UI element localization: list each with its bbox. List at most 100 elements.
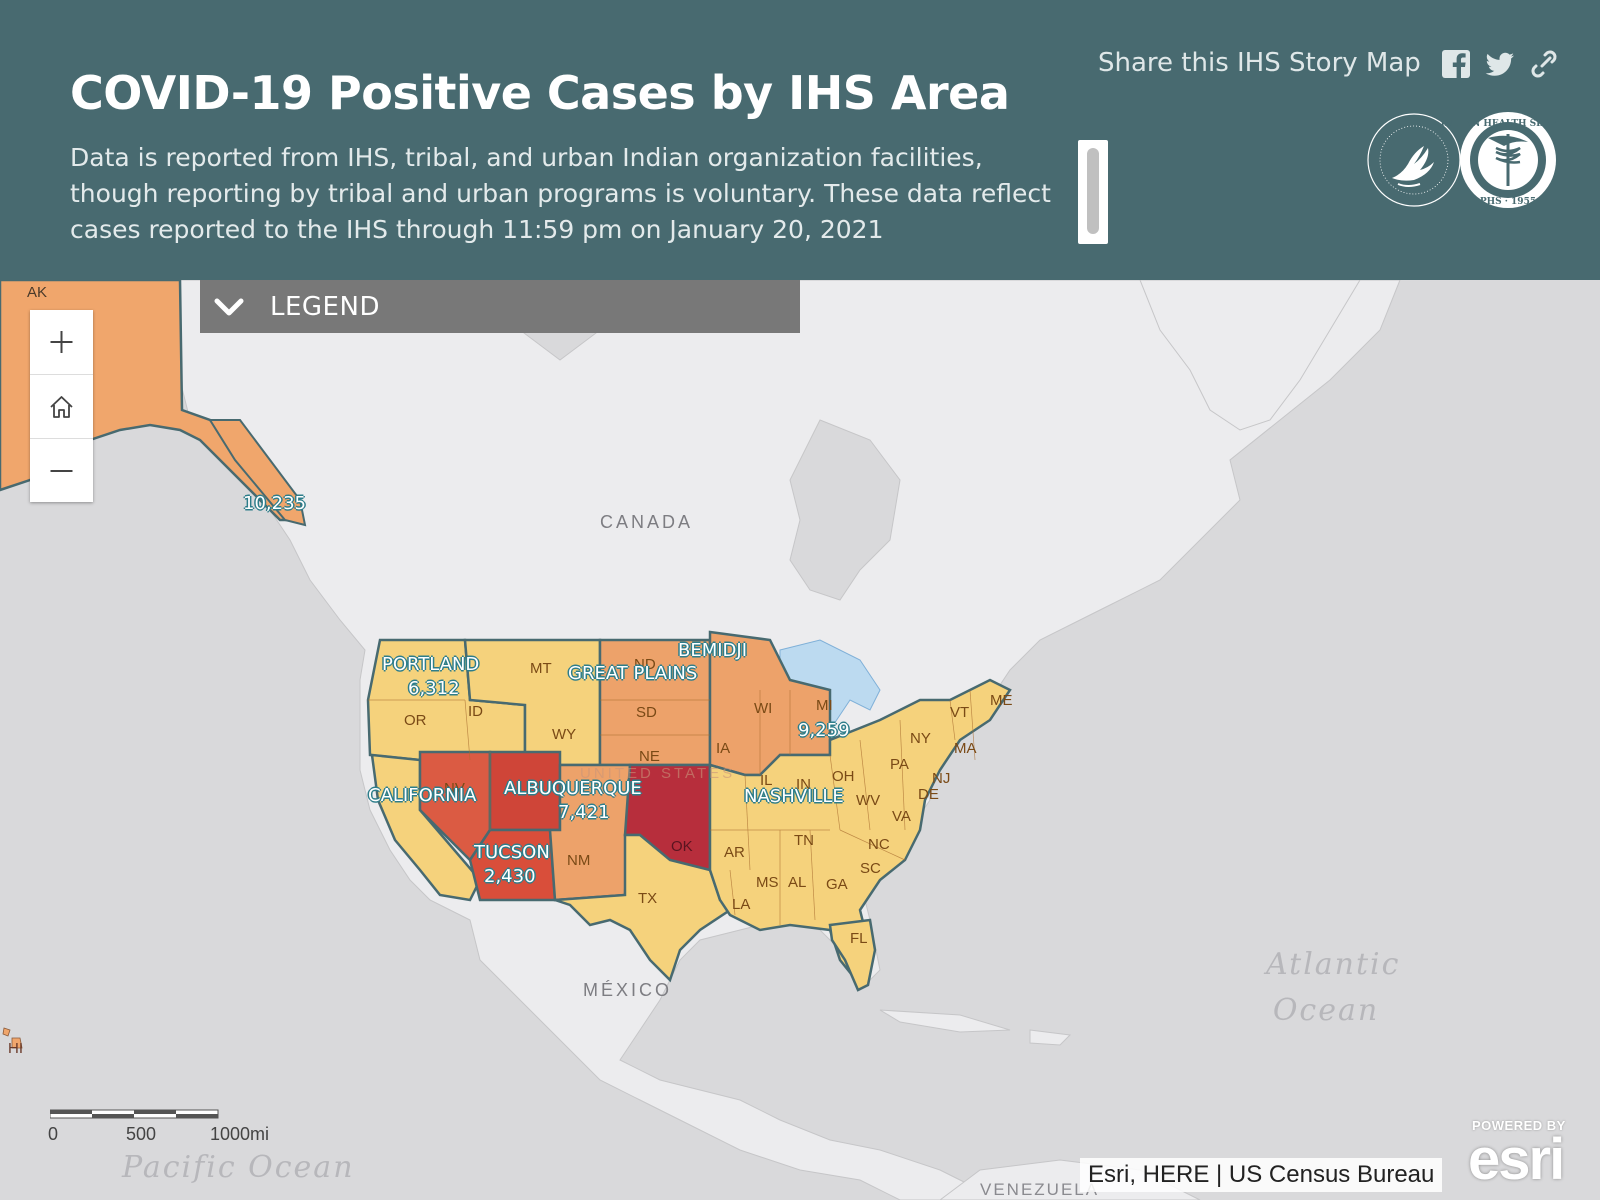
state-labels: AK HI OR ID MT WY ND SD NE IA WI MI NV N…	[0, 280, 1600, 1200]
scale-bar-graphic	[50, 1109, 219, 1119]
share-label: Share this IHS Story Map	[1098, 48, 1421, 78]
state-label: VT	[950, 704, 970, 721]
esri-wordmark: esri	[1468, 1127, 1565, 1192]
scrollbar-thumb[interactable]	[1087, 148, 1099, 234]
state-label: NJ	[932, 770, 951, 787]
state-label: ID	[468, 703, 483, 720]
area-name-nashville[interactable]: NASHVILLE	[744, 786, 844, 807]
state-label: IL	[760, 772, 773, 789]
area-texas	[554, 833, 732, 983]
state-label: NC	[868, 836, 890, 853]
minus-icon	[50, 470, 73, 472]
zoom-out-button[interactable]	[30, 438, 93, 502]
state-label: IN	[796, 776, 811, 793]
hispaniola-land	[1029, 1029, 1072, 1046]
area-cases-bemidji[interactable]: 9,259	[798, 720, 850, 741]
area-name-portland[interactable]: PORTLAND	[382, 654, 480, 675]
state-label: PA	[890, 756, 909, 773]
greenland-land	[1139, 280, 1361, 431]
map-view[interactable]: CANADA MÉXICO UNITED STATES VENEZUELA At…	[0, 280, 1600, 1200]
state-label: AL	[788, 874, 807, 891]
label-venezuela: VENEZUELA	[980, 1180, 1100, 1199]
legend-toggle[interactable]: LEGEND	[200, 280, 800, 333]
plus-icon	[50, 331, 73, 353]
area-name-bemidji[interactable]: BEMIDJI	[678, 640, 748, 661]
link-icon[interactable]	[1528, 48, 1560, 80]
hhs-ihs-seals: INDIAN HEALTH SERVICE PHS · 1955	[1367, 112, 1562, 208]
area-name-great-plains[interactable]: GREAT PLAINS	[568, 663, 698, 684]
state-label: GA	[826, 876, 848, 893]
scale-bar: 0 500 1000mi	[48, 1108, 278, 1148]
area-cases-portland[interactable]: 6,312	[408, 678, 460, 699]
area-florida	[828, 918, 877, 992]
home-icon	[50, 396, 73, 418]
state-label: IA	[716, 740, 731, 757]
legend-label: LEGEND	[270, 292, 380, 322]
state-label: FL	[850, 930, 868, 947]
page-title: COVID-19 Positive Cases by IHS Area	[70, 66, 1010, 120]
state-label: MI	[816, 697, 833, 714]
state-label: ND	[634, 656, 656, 673]
state-label: SC	[860, 860, 881, 877]
area-cases-tucson[interactable]: 2,430	[484, 866, 536, 887]
page-subtitle: Data is reported from IHS, tribal, and u…	[70, 143, 1051, 244]
state-label: NY	[910, 730, 931, 747]
state-label: DE	[918, 786, 939, 803]
label-usa: UNITED STATES	[580, 765, 736, 782]
cuba-land	[879, 1009, 1011, 1033]
state-label: WI	[754, 700, 773, 717]
label-mexico: MÉXICO	[583, 980, 673, 1000]
state-label: NV	[444, 780, 465, 797]
hudson-bay	[789, 419, 901, 601]
state-label: HI	[8, 1040, 23, 1057]
state-label: MA	[954, 740, 977, 757]
label-pacific: Pacific Ocean	[122, 1150, 355, 1185]
area-labels: 10,235 PORTLAND 6,312 CALIFORNIA GREAT P…	[0, 280, 1600, 1200]
state-label: VA	[892, 808, 911, 825]
area-tucson	[468, 828, 557, 902]
zoom-controls	[30, 310, 93, 502]
area-cases-alaska[interactable]: 10,235	[243, 493, 306, 514]
esri-logo[interactable]: POWERED BY esri	[1462, 1118, 1592, 1196]
alaska-panhandle	[208, 419, 307, 527]
chevron-down-icon	[214, 298, 244, 316]
twitter-icon[interactable]	[1484, 48, 1516, 80]
header-panel: COVID-19 Positive Cases by IHS Area Data…	[0, 0, 1600, 280]
state-label: WV	[856, 792, 881, 809]
state-label: NM	[567, 852, 591, 869]
state-label: MT	[530, 660, 552, 677]
label-atlantic: Atlantic Ocean	[1266, 947, 1401, 1028]
area-name-california[interactable]: CALIFORNIA	[368, 785, 477, 806]
scale-tick-1000: 1000mi	[210, 1124, 270, 1144]
state-label: TX	[638, 890, 658, 907]
state-label: ME	[990, 692, 1013, 709]
state-label: MS	[756, 874, 779, 891]
state-label: OK	[671, 838, 693, 855]
state-label: WY	[552, 726, 577, 743]
facebook-icon[interactable]	[1440, 48, 1472, 80]
area-name-tucson[interactable]: TUCSON	[474, 842, 550, 863]
scale-tick-500: 500	[126, 1124, 157, 1144]
home-button[interactable]	[30, 374, 93, 438]
scale-tick-0: 0	[48, 1124, 59, 1144]
state-label: TN	[794, 832, 814, 849]
state-label: LA	[732, 896, 751, 913]
area-name-albuquerque[interactable]: ALBUQUERQUE	[504, 778, 642, 799]
svg-text:PHS · 1955: PHS · 1955	[1480, 197, 1536, 207]
state-label: AK	[27, 284, 48, 301]
state-label: AR	[724, 844, 745, 861]
state-boundaries	[368, 689, 976, 925]
area-nashville	[708, 678, 1012, 988]
subtitle-scrollbar[interactable]	[1078, 140, 1108, 244]
state-label: OH	[832, 768, 855, 785]
zoom-in-button[interactable]	[30, 310, 93, 373]
hawaii-islands	[2, 1027, 23, 1049]
map-attribution: Esri, HERE | US Census Bureau	[1080, 1158, 1443, 1192]
area-cases-albuquerque[interactable]: 7,421	[558, 802, 610, 823]
state-label: SD	[636, 704, 657, 721]
ihs-seal-icon: INDIAN HEALTH SERVICE PHS · 1955	[1441, 112, 1562, 208]
state-label: NE	[639, 748, 660, 765]
esri-powered-by: POWERED BY	[1472, 1118, 1566, 1133]
state-label: OR	[404, 712, 427, 729]
